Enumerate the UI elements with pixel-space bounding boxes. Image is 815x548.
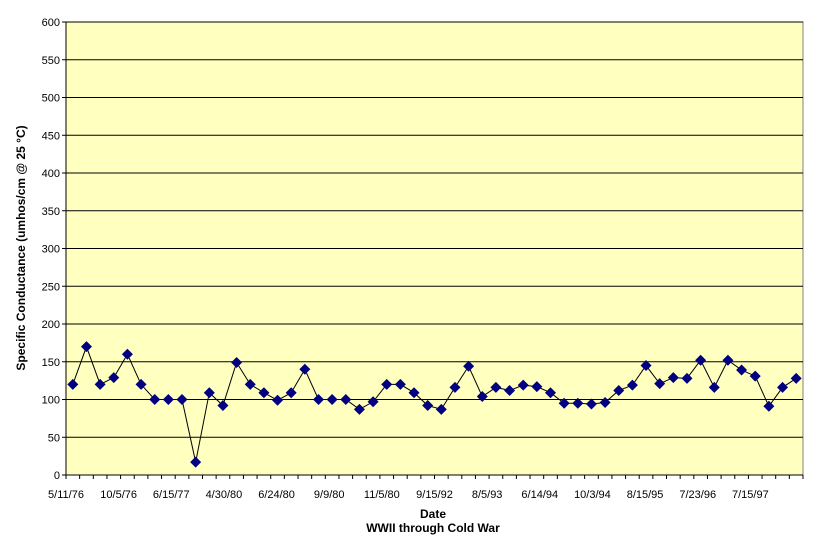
y-tick-label: 100 xyxy=(42,395,60,407)
data-point xyxy=(285,387,297,399)
data-point xyxy=(613,384,625,396)
x-tick-label: 4/30/80 xyxy=(206,489,243,501)
data-point xyxy=(640,360,652,372)
plot-area xyxy=(65,21,804,476)
data-point xyxy=(176,394,188,405)
x-tick-label: 7/23/96 xyxy=(679,489,716,501)
x-tick-label: 10/3/94 xyxy=(574,489,611,501)
data-point xyxy=(340,394,352,405)
data-point xyxy=(108,372,120,384)
data-point xyxy=(94,378,106,390)
data-point xyxy=(203,387,215,399)
y-tick-label: 200 xyxy=(42,319,60,331)
y-tick-label: 0 xyxy=(54,470,60,482)
y-tick-label: 500 xyxy=(42,93,60,105)
data-point xyxy=(654,378,666,390)
data-point xyxy=(531,381,543,393)
y-tick-label: 300 xyxy=(42,244,60,256)
x-tick-label: 10/5/76 xyxy=(100,489,137,501)
data-point xyxy=(162,394,174,405)
data-point xyxy=(422,400,434,412)
data-point xyxy=(490,381,502,393)
y-tick-label: 550 xyxy=(42,55,60,67)
data-point xyxy=(231,357,243,369)
data-point xyxy=(326,394,338,405)
x-tick-label: 6/14/94 xyxy=(521,489,558,501)
data-point xyxy=(545,387,557,399)
x-axis-title: Date xyxy=(420,507,446,521)
x-tick-label: 5/11/76 xyxy=(48,489,84,501)
data-point xyxy=(463,360,475,372)
data-point xyxy=(777,381,789,393)
y-tick-label: 400 xyxy=(42,168,60,180)
data-point xyxy=(763,400,775,412)
data-point xyxy=(722,354,734,366)
data-point xyxy=(149,394,161,405)
data-point xyxy=(244,378,256,390)
data-point xyxy=(67,378,79,390)
x-tick-label: 8/15/95 xyxy=(627,489,664,501)
data-point xyxy=(599,397,611,409)
y-axis-title: Specific Conductance (umhos/cm @ 25 °C) xyxy=(14,125,28,370)
y-tick-label: 350 xyxy=(42,206,60,218)
data-point xyxy=(80,341,92,353)
data-point xyxy=(790,372,802,384)
x-tick-label: 6/15/77 xyxy=(153,489,190,501)
data-point xyxy=(449,381,461,393)
y-tick-label: 600 xyxy=(42,17,60,29)
data-point xyxy=(435,403,447,415)
data-point xyxy=(272,394,284,406)
data-point xyxy=(190,456,202,468)
x-tick-label: 7/15/97 xyxy=(732,489,769,501)
data-point xyxy=(572,397,584,409)
data-point xyxy=(381,378,393,390)
data-point xyxy=(585,398,597,410)
x-tick-label: 11/5/80 xyxy=(364,489,400,501)
y-tick-label: 50 xyxy=(48,432,60,444)
x-tick-label: 9/15/92 xyxy=(416,489,453,501)
data-point xyxy=(121,348,133,360)
data-point xyxy=(135,378,147,390)
x-tick-label: 6/24/80 xyxy=(258,489,295,501)
data-point xyxy=(626,379,638,391)
series-layer xyxy=(67,341,802,468)
data-point xyxy=(681,372,693,384)
data-point xyxy=(695,354,707,366)
data-point xyxy=(367,396,379,408)
data-point xyxy=(217,400,229,412)
data-point xyxy=(258,387,270,399)
data-point xyxy=(353,403,365,415)
data-point xyxy=(504,384,516,396)
data-point xyxy=(558,397,570,409)
data-point xyxy=(312,394,324,405)
y-tick-label: 150 xyxy=(42,357,60,369)
data-point xyxy=(667,372,679,384)
data-point xyxy=(408,387,420,399)
x-tick-label: 9/9/80 xyxy=(314,489,345,501)
x-axis-ticks: 5/11/76 10/5/76 6/15/77 4/30/80 6/24/80 9/9/8… xyxy=(48,475,804,501)
data-point xyxy=(394,378,406,390)
data-point xyxy=(476,390,488,402)
y-tick-label: 250 xyxy=(42,281,60,293)
y-axis-ticks: 0 50 100 150 200 250 300 350 400 450 500 550 600 xyxy=(42,17,66,482)
data-point xyxy=(299,363,311,375)
data-point xyxy=(736,364,748,376)
data-point xyxy=(749,370,761,382)
y-tick-label: 450 xyxy=(42,130,60,142)
data-point xyxy=(517,379,529,391)
x-axis-subtitle: WWII through Cold War xyxy=(366,521,500,535)
data-point xyxy=(708,381,720,393)
x-tick-label: 8/5/93 xyxy=(472,489,503,501)
